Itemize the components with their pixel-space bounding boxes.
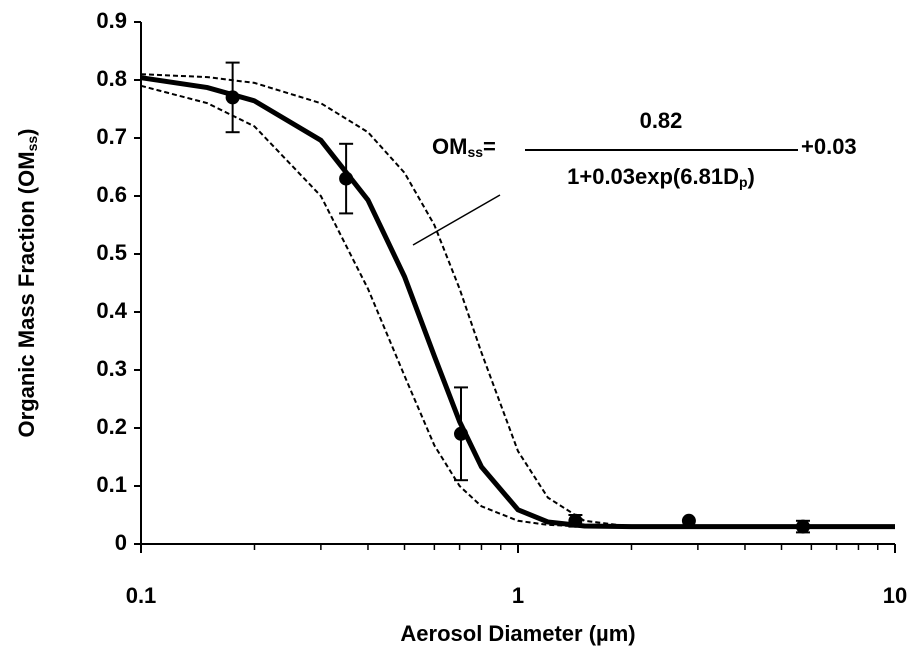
ann-tail: +0.03	[801, 134, 857, 159]
y-tick-label: 0.9	[96, 8, 127, 33]
ann-denominator: 1+0.03exp(6.81Dp)	[567, 164, 755, 190]
y-axis-label: Organic Mass Fraction (OMss)	[14, 129, 40, 438]
y-tick-label: 0.5	[96, 240, 127, 265]
ann-den-text: 1+0.03exp(6.81D	[567, 164, 739, 189]
data-point	[339, 171, 354, 186]
data-point	[795, 519, 810, 534]
x-tick-label: 1	[512, 583, 524, 608]
leader-line	[412, 194, 501, 246]
y-tick-label: 0.4	[96, 298, 127, 323]
y-label-end: )	[14, 129, 39, 136]
dashed-curve	[140, 84, 895, 528]
x-axis-label: Aerosol Diameter (µm)	[400, 621, 635, 646]
y-tick-label: 0.8	[96, 66, 127, 91]
fit-curve	[140, 75, 895, 530]
y-tick-label: 0.6	[96, 182, 127, 207]
y-tick-label: 0.7	[96, 124, 127, 149]
x-tick-label: 0.1	[126, 583, 157, 608]
x-tick-label: 10	[883, 583, 907, 608]
data-point	[568, 513, 583, 528]
dashed-curve	[140, 73, 895, 528]
y-tick-label: 0	[115, 530, 127, 555]
data-point	[453, 426, 468, 441]
y-label-text: Organic Mass Fraction (OM	[14, 151, 39, 437]
y-tick-label: 0.1	[96, 472, 127, 497]
y-label-sub: ss	[24, 136, 40, 152]
y-tick-label: 0.2	[96, 414, 127, 439]
ann-den-end: )	[748, 164, 755, 189]
ann-lhs: OM	[432, 134, 467, 159]
data-point	[225, 90, 240, 105]
ann-den-sub: p	[739, 174, 748, 190]
ann-numerator: 0.82	[640, 108, 683, 133]
ann-lhs-sub: ss	[467, 144, 483, 160]
annotation: OMss=	[432, 134, 496, 160]
y-tick-label: 0.3	[96, 356, 127, 381]
data-point	[681, 513, 696, 528]
ann-eq: =	[483, 134, 496, 159]
